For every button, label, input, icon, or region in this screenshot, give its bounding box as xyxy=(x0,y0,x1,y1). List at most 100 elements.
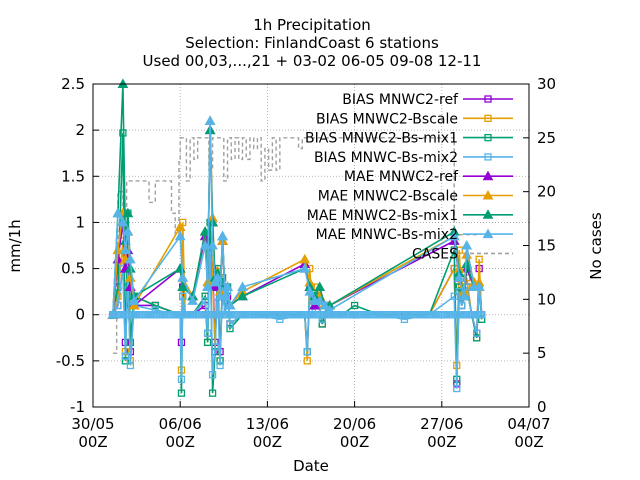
data-point xyxy=(177,281,189,292)
data-point xyxy=(203,338,212,347)
data-point xyxy=(122,226,134,236)
data-point xyxy=(473,334,481,342)
series-cases xyxy=(112,137,480,354)
legend-marker xyxy=(484,153,492,161)
data-point xyxy=(121,352,130,360)
data-point xyxy=(303,347,311,356)
data-point xyxy=(208,371,217,379)
chart-title: 1h Precipitation xyxy=(253,16,371,34)
data-point xyxy=(121,357,130,365)
y2-axis-label: No cases xyxy=(587,212,605,280)
data-point xyxy=(299,253,311,264)
data-point xyxy=(209,276,221,287)
chart-subtitle-selection: Selection: FinlandCoast 6 stations xyxy=(185,34,439,52)
data-point xyxy=(204,115,216,125)
x-tick-label: 20/06 xyxy=(333,415,376,433)
data-point xyxy=(237,290,248,301)
series-layer xyxy=(107,78,486,397)
y2-tick-label: 10 xyxy=(537,290,556,308)
data-point xyxy=(177,272,189,282)
data-point xyxy=(216,361,224,370)
data-point xyxy=(448,230,460,241)
data-point xyxy=(177,375,186,383)
zero-point xyxy=(476,311,485,319)
y-axis-label: mm/1h xyxy=(6,219,24,272)
data-point xyxy=(120,244,131,255)
data-point xyxy=(203,329,212,337)
legend-label: MAE MNWC2-Bscale xyxy=(318,189,458,205)
data-point xyxy=(226,324,234,333)
y2-tick-label: 5 xyxy=(537,344,547,362)
data-point xyxy=(314,281,326,292)
y2-tick-label: 30 xyxy=(537,75,556,93)
data-point xyxy=(174,230,186,241)
chart-titles: 1h Precipitation Selection: FinlandCoast… xyxy=(143,16,482,70)
y2-tick-label: 20 xyxy=(537,183,556,201)
data-point xyxy=(122,207,134,218)
data-point xyxy=(314,295,326,305)
data-point xyxy=(458,290,470,301)
x-axis-label: Date xyxy=(293,457,329,475)
data-point xyxy=(199,226,211,236)
data-point xyxy=(304,286,316,296)
series-line xyxy=(112,222,483,371)
data-point xyxy=(125,253,136,264)
x-tick-sublabel: 00Z xyxy=(78,433,107,451)
data-point xyxy=(217,230,228,241)
data-point xyxy=(222,281,233,292)
legend-label: CASES xyxy=(412,246,458,262)
y-tick-label: 0.5 xyxy=(61,260,85,278)
data-point xyxy=(219,290,231,301)
data-point xyxy=(224,299,236,310)
data-point xyxy=(453,384,461,393)
data-point xyxy=(303,357,311,365)
data-point xyxy=(114,301,122,310)
data-point xyxy=(177,389,186,397)
legend-label: MAE MNWC2-ref xyxy=(344,169,459,185)
data-point xyxy=(461,258,473,268)
x-tick-label: 06/06 xyxy=(159,415,202,433)
tick-layer: -1-0.500.511.522.505101520253030/0500Z06… xyxy=(56,75,556,451)
x-tick-label: 13/06 xyxy=(246,415,289,433)
data-point xyxy=(211,343,219,351)
data-point xyxy=(179,292,187,300)
data-point xyxy=(461,239,473,250)
data-point xyxy=(199,239,211,250)
data-point xyxy=(473,281,485,292)
data-point xyxy=(174,221,186,232)
legend: BIAS MNWC2-ref BIAS MNWC2-Bscale BIAS MNWC… xyxy=(305,92,513,262)
data-point xyxy=(128,295,140,305)
legend-label: BIAS MNWC-Bs-mix2 xyxy=(314,150,458,166)
x-tick-label: 27/06 xyxy=(420,415,463,433)
zero-band xyxy=(109,311,485,319)
data-point xyxy=(473,329,481,337)
legend-marker xyxy=(482,209,494,219)
series-line xyxy=(112,120,480,315)
legend-label: MAE MNWC2-Bs-mix1 xyxy=(307,208,458,224)
legend-label: BIAS MNWC2-Bs-mix1 xyxy=(305,131,458,147)
chart-subtitle-used: Used 00,03,...,21 + 03-02 06-05 09-08 12… xyxy=(143,52,482,70)
y2-tick-label: 0 xyxy=(537,398,547,416)
y2-tick-label: 15 xyxy=(537,237,556,255)
data-point xyxy=(475,255,483,263)
legend-label: BIAS MNWC2-Bscale xyxy=(316,111,458,127)
data-point xyxy=(112,207,124,218)
y-tick-label: 2.5 xyxy=(61,75,85,93)
legend-label: BIAS MNWC2-ref xyxy=(342,92,459,108)
data-point xyxy=(187,295,199,305)
x-tick-sublabel: 00Z xyxy=(340,433,369,451)
data-point xyxy=(453,272,465,282)
y-tick-label: 1 xyxy=(75,213,85,231)
y-tick-label: -0.5 xyxy=(56,352,85,370)
series-mae-mnwc-bs-mix2 xyxy=(107,115,485,319)
legend-marker xyxy=(482,228,494,239)
legend-marker xyxy=(482,170,494,181)
legend-marker xyxy=(484,114,492,122)
data-point xyxy=(128,299,140,310)
legend-label: MAE MNWC-Bs-mix2 xyxy=(316,227,458,243)
data-point xyxy=(208,389,217,397)
data-point xyxy=(202,281,213,292)
x-tick-sublabel: 00Z xyxy=(427,433,456,451)
